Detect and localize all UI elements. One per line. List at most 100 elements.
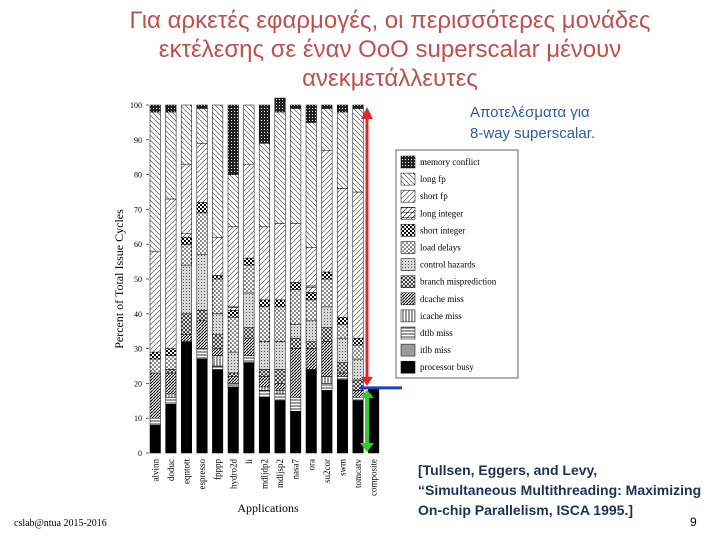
y-tick-label: 70 <box>134 205 142 214</box>
bar-segment <box>321 390 333 454</box>
slide-title: Για αρκετές εφαρμογές, οι περισσότερες μ… <box>100 6 680 93</box>
bar-segment <box>321 149 333 273</box>
bar-segment <box>274 223 286 301</box>
footer-label: cslab@ntua 2015-2016 <box>14 518 107 529</box>
title-line-2: εκτέλεσης σε έναν OoO superscalar μένουν <box>158 36 622 63</box>
bar-segment <box>180 104 192 165</box>
bar-segment <box>227 226 239 308</box>
bar-segment <box>274 97 286 113</box>
bar-segment <box>290 282 302 290</box>
bar-segment <box>212 275 224 280</box>
legend-label: load delays <box>420 243 461 253</box>
bar-segment <box>258 369 270 377</box>
bar-segment <box>180 243 192 266</box>
legend-swatch <box>400 172 416 186</box>
bar-segment <box>305 348 317 370</box>
bar-segment <box>227 351 239 374</box>
bar-segment <box>305 292 317 301</box>
category-label: hydro2d <box>228 459 238 489</box>
legend-swatch <box>400 275 416 288</box>
bar-segment <box>165 198 177 349</box>
bar-segment <box>196 358 208 454</box>
bar-segment <box>180 163 192 235</box>
legend-swatch <box>400 343 416 357</box>
bar-segment <box>165 404 177 454</box>
annotation-arrows <box>360 107 402 452</box>
bar-segment <box>258 306 270 342</box>
bar-segment <box>321 376 333 384</box>
category-label: ora <box>306 459 316 471</box>
bar-segment <box>149 104 161 113</box>
bar-segment <box>305 299 317 322</box>
bar-segment <box>274 400 286 454</box>
bar-segment <box>258 397 270 454</box>
bar-segment <box>227 372 239 377</box>
page-number: 9 <box>690 515 697 529</box>
used-arrow-head-bottom <box>360 443 374 452</box>
bar-segment <box>180 313 192 335</box>
bar-segment <box>212 236 224 276</box>
tick-marks <box>146 104 149 454</box>
bar-segment <box>305 369 317 454</box>
legend-label: dcache miss <box>420 294 464 304</box>
bar-segment <box>336 111 348 189</box>
bar-segment <box>290 323 302 339</box>
bar-segment <box>321 327 333 342</box>
bar-segment <box>321 306 333 328</box>
bar-segment <box>196 202 208 214</box>
bar-segment <box>305 285 317 294</box>
bar-segment <box>321 278 333 308</box>
bar-segment <box>196 320 208 349</box>
bar-segment <box>336 337 348 363</box>
bar-segment <box>196 212 208 255</box>
result-note-line-2: 8-way superscalar. <box>470 125 596 142</box>
legend-label: icache miss <box>420 311 462 321</box>
wasted-arrow-head-top <box>361 107 373 119</box>
result-note-line-1: Αποτελέσματα για <box>470 104 590 121</box>
citation-line-1: [Tullsen, Eggers, and Levy, <box>418 462 598 478</box>
bar-segment <box>290 289 302 325</box>
x-axis-title: Applications <box>237 501 299 515</box>
legend-swatch <box>400 155 416 169</box>
category-label: doduc <box>166 459 176 481</box>
bar-segment <box>274 393 286 402</box>
category-label: li <box>244 459 254 465</box>
y-tick-label: 30 <box>134 345 142 354</box>
bar-segment <box>352 108 364 193</box>
bar-segment <box>243 362 255 454</box>
bar-segment <box>227 104 239 175</box>
bar-segment <box>149 111 161 252</box>
category-label: nasa7 <box>291 459 301 480</box>
bar-segment <box>149 358 161 374</box>
category-label: espresso <box>197 459 207 490</box>
legend-label: branch misprediction <box>420 277 497 287</box>
bar-segment <box>227 174 239 228</box>
bar-segment <box>258 143 270 228</box>
legend-swatch <box>400 189 416 203</box>
bar-segment <box>227 386 239 454</box>
bar-segment <box>305 341 317 349</box>
bar-segment <box>196 108 208 144</box>
legend-box <box>395 149 519 379</box>
bar-segment <box>212 348 224 356</box>
bar-segment <box>336 372 348 377</box>
legend-label: long fp <box>420 174 446 184</box>
category-label: mdljsp2 <box>275 459 285 488</box>
bar-segment <box>196 348 208 360</box>
category-label: mdljdp2 <box>259 459 269 489</box>
bar-segment <box>274 369 286 384</box>
legend-swatch <box>400 360 416 374</box>
bar-segment <box>290 397 302 412</box>
bar-segment <box>321 341 333 377</box>
bar-segment <box>274 299 286 308</box>
bar-segment <box>321 383 333 391</box>
legend-swatch <box>400 207 416 220</box>
bar-segment <box>165 393 177 398</box>
bar-segment <box>196 143 208 203</box>
used-arrow-head-top <box>360 389 374 398</box>
bar-segment <box>243 292 255 328</box>
bar-segment <box>258 104 270 144</box>
bar-segment <box>274 306 286 342</box>
legend-swatch <box>400 241 416 254</box>
